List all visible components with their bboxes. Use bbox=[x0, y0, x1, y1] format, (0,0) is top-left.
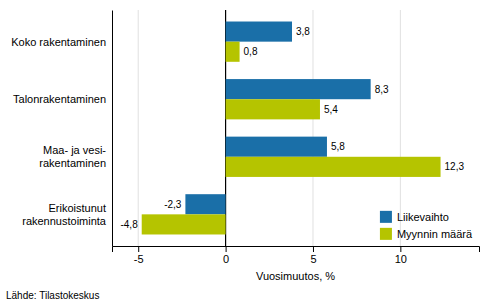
plot: -2,3 5,8 8,3 3,8 -4,8 12,3 5,4 0,8 -5 0 5 10 Erikois… bbox=[11, 10, 479, 265]
bar bbox=[226, 137, 327, 157]
grid bbox=[138, 10, 400, 246]
y-tick: Erikoistunutrakennustoiminta bbox=[22, 202, 112, 227]
x-tick-mark bbox=[226, 246, 227, 252]
bar bbox=[142, 214, 226, 234]
data-label: 12,3 bbox=[445, 161, 465, 172]
grid-line bbox=[138, 10, 139, 246]
y-tick-label-line: Koko rakentaminen bbox=[11, 36, 106, 48]
x-axis: -5 0 5 10 bbox=[113, 246, 480, 265]
data-label: 0,8 bbox=[244, 46, 258, 57]
bar bbox=[226, 99, 320, 119]
y-tick-label: Maa- ja vesi-rakentaminen bbox=[39, 144, 106, 169]
data-label: 5,8 bbox=[331, 141, 345, 152]
x-tick-mark bbox=[313, 246, 314, 252]
x-tick: 5 bbox=[310, 246, 316, 265]
grid-line bbox=[312, 10, 313, 246]
y-tick: Koko rakentaminen bbox=[11, 36, 112, 48]
bar bbox=[226, 42, 240, 62]
data-labels: -2,3 5,8 8,3 3,8 -4,8 12,3 5,4 0,8 bbox=[120, 26, 464, 230]
legend-label: Myynnin määrä bbox=[397, 228, 473, 240]
y-axis: Erikoistunutrakennustoiminta Maa- ja vesi… bbox=[11, 11, 112, 247]
y-tick-label: Talonrakentaminen bbox=[13, 93, 106, 105]
data-label: -2,3 bbox=[164, 199, 182, 210]
x-tick: 0 bbox=[223, 246, 229, 265]
bars bbox=[142, 22, 441, 235]
data-label: 8,3 bbox=[375, 84, 389, 95]
x-tick-mark bbox=[138, 246, 139, 252]
y-tick-label-line: rakentaminen bbox=[39, 157, 106, 169]
chart: -2,3 5,8 8,3 3,8 -4,8 12,3 5,4 0,8 -5 0 5 10 Erikois… bbox=[0, 0, 493, 304]
legend: Liikevaihto Myynnin määrä bbox=[380, 211, 473, 240]
legend-swatch bbox=[380, 211, 392, 223]
y-axis-line bbox=[112, 11, 113, 247]
data-label: -4,8 bbox=[120, 219, 138, 230]
legend-item: Myynnin määrä bbox=[380, 228, 473, 240]
legend-item: Liikevaihto bbox=[380, 211, 449, 223]
x-tick-label: 5 bbox=[310, 253, 316, 265]
x-tick-label: 10 bbox=[395, 253, 407, 265]
y-tick-label-line: Talonrakentaminen bbox=[13, 93, 106, 105]
legend-label: Liikevaihto bbox=[397, 211, 449, 223]
legend-swatch bbox=[380, 228, 392, 240]
x-tick: 10 bbox=[395, 246, 407, 265]
y-tick: Talonrakentaminen bbox=[13, 93, 112, 105]
x-tick-mark bbox=[400, 246, 401, 252]
bar bbox=[226, 22, 292, 42]
x-tick-label: 0 bbox=[223, 253, 229, 265]
y-tick: Maa- ja vesi-rakentaminen bbox=[39, 144, 112, 169]
x-axis-line bbox=[113, 247, 480, 253]
y-tick-label: Erikoistunutrakennustoiminta bbox=[22, 202, 107, 227]
x-axis-title: Vuosimuutos, % bbox=[256, 270, 335, 282]
y-tick-label-line: rakennustoiminta bbox=[22, 215, 107, 227]
bar bbox=[226, 79, 371, 99]
y-tick-label: Koko rakentaminen bbox=[11, 36, 106, 48]
x-tick: -5 bbox=[134, 246, 144, 265]
y-tick-label-line: Erikoistunut bbox=[49, 202, 106, 214]
bar bbox=[226, 157, 441, 177]
bar bbox=[185, 194, 225, 214]
x-tick-label: -5 bbox=[134, 253, 144, 265]
data-label: 5,4 bbox=[324, 104, 338, 115]
y-tick-label-line: Maa- ja vesi- bbox=[43, 144, 106, 156]
data-label: 3,8 bbox=[296, 26, 310, 37]
annotation: Lähde: Tilastokeskus bbox=[6, 290, 99, 301]
